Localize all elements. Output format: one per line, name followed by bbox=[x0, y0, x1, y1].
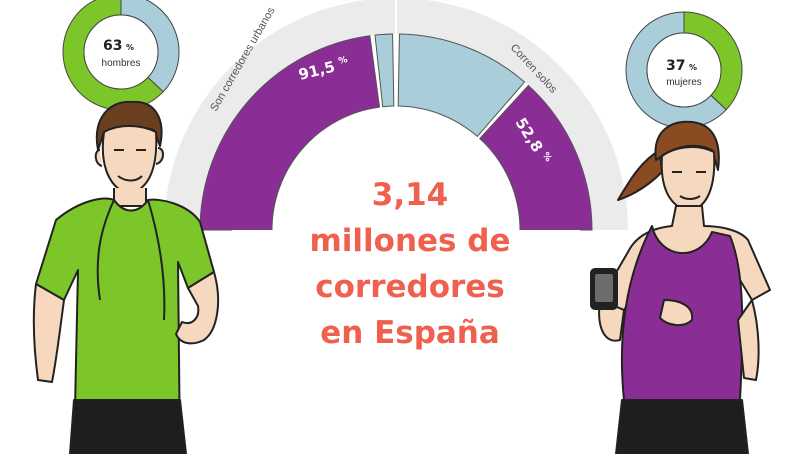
headline-line-2: millones de bbox=[309, 223, 511, 259]
male-runner-illustration bbox=[32, 100, 220, 454]
donut-hombres-label: hombres bbox=[102, 58, 141, 69]
donut-hombres-unit: % bbox=[126, 43, 134, 52]
armband-phone-icon bbox=[590, 268, 618, 310]
donut-mujeres-unit: % bbox=[689, 63, 697, 72]
urbanos-rest-segment bbox=[374, 33, 395, 108]
headline: 3,14 millones de corredores en España bbox=[240, 172, 580, 356]
headline-line-3: corredores bbox=[315, 269, 505, 305]
solos-rest-segment bbox=[397, 33, 526, 138]
headline-backdrop bbox=[232, 230, 580, 370]
urbanos-value-segment bbox=[199, 35, 381, 231]
donut-hombres-value: 63 bbox=[103, 38, 122, 54]
urbanos-unit: % bbox=[338, 55, 349, 67]
donut-mujeres-label: mujeres bbox=[666, 77, 702, 88]
headline-line-4: en España bbox=[320, 315, 500, 351]
solos-value-segment bbox=[479, 84, 593, 231]
gray-band bbox=[164, 0, 628, 230]
solos-unit: % bbox=[540, 151, 553, 164]
female-runner-illustration bbox=[598, 120, 771, 454]
donut-hombres: 63 % hombres bbox=[62, 0, 180, 111]
headline-line-1: 3,14 bbox=[371, 177, 449, 213]
donut-mujeres-value: 37 bbox=[666, 58, 685, 74]
donut-mujeres: 37 % mujeres bbox=[625, 11, 743, 129]
